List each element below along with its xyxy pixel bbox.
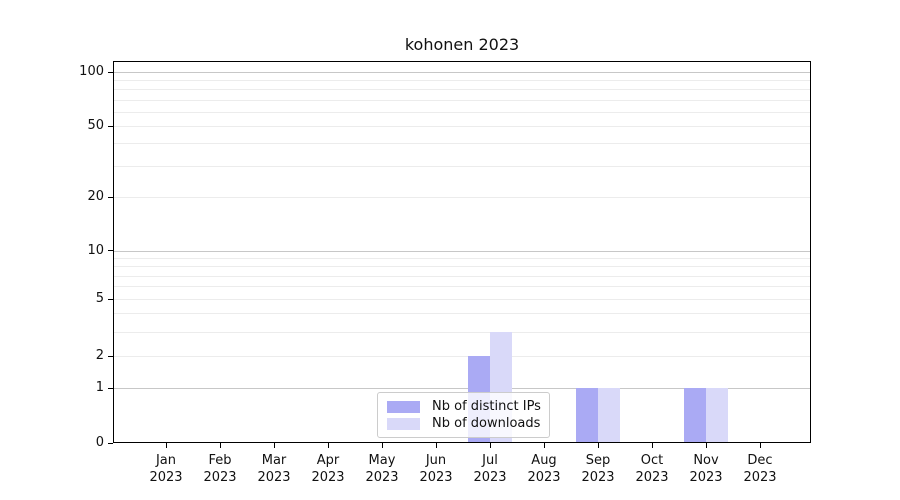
bar-distinct-ips-sep	[576, 388, 598, 442]
x-tick-year: 2023	[689, 469, 723, 485]
x-tick-month: Sep	[585, 453, 611, 468]
x-tick-mark-mar	[273, 443, 275, 448]
x-tick-year: 2023	[365, 469, 399, 485]
x-tick-month: Dec	[747, 453, 773, 468]
x-tick-mark-oct	[651, 443, 653, 448]
y-tick-mark-100	[108, 71, 113, 73]
x-tick-month: Feb	[208, 453, 232, 468]
x-tick-mark-jun	[435, 443, 437, 448]
plot-area	[113, 61, 811, 443]
x-tick-month: Oct	[640, 453, 664, 468]
gridline-minor-30	[114, 166, 810, 167]
gridline-minor-20	[114, 197, 810, 198]
x-tick-mark-jan	[165, 443, 167, 448]
x-tick-month: Nov	[693, 453, 719, 468]
x-tick-year: 2023	[257, 469, 291, 485]
legend: Nb of distinct IPs Nb of downloads	[377, 392, 550, 438]
x-tick-year: 2023	[419, 469, 453, 485]
y-tick-mark-20	[108, 196, 113, 198]
bar-downloads-sep	[598, 388, 620, 442]
x-tick-month: Jul	[482, 453, 498, 468]
gridline-minor-8	[114, 266, 810, 267]
gridline-minor-50	[114, 126, 810, 127]
chart-title: kohonen 2023	[404, 35, 520, 54]
x-tick-label-aug: Aug 2023	[516, 453, 572, 486]
y-tick-label-2: 2	[95, 348, 104, 363]
legend-row-distinct-ips: Nb of distinct IPs	[378, 398, 549, 415]
gridline-major-1	[114, 388, 810, 389]
x-tick-mark-dec	[759, 443, 761, 448]
x-tick-label-jun: Jun 2023	[408, 453, 464, 486]
x-tick-year: 2023	[581, 469, 615, 485]
gridline-minor-40	[114, 143, 810, 144]
gridline-major-10	[114, 250, 810, 252]
x-tick-label-oct: Oct 2023	[624, 453, 680, 486]
gridline-minor-7	[114, 276, 810, 277]
x-tick-month: Mar	[261, 453, 287, 468]
y-tick-label-20: 20	[87, 189, 104, 204]
legend-swatch-downloads	[387, 417, 420, 430]
y-tick-label-1: 1	[95, 380, 104, 395]
x-tick-year: 2023	[743, 469, 777, 485]
x-tick-mark-nov	[705, 443, 707, 448]
gridline-minor-60	[114, 112, 810, 113]
gridline-minor-80	[114, 89, 810, 90]
gridline-minor-6	[114, 286, 810, 287]
y-tick-label-5: 5	[95, 291, 104, 306]
x-tick-label-nov: Nov 2023	[678, 453, 734, 486]
gridline-minor-3	[114, 332, 810, 333]
x-tick-month: Apr	[316, 453, 340, 468]
legend-label-downloads: Nb of downloads	[432, 416, 541, 431]
x-tick-label-dec: Dec 2023	[732, 453, 788, 486]
y-tick-label-100: 100	[79, 64, 104, 79]
x-tick-year: 2023	[203, 469, 237, 485]
x-tick-mark-aug	[543, 443, 545, 448]
x-tick-month: May	[368, 453, 396, 468]
y-tick-label-50: 50	[87, 118, 104, 133]
x-tick-mark-feb	[219, 443, 221, 448]
gridline-minor-90	[114, 80, 810, 81]
x-tick-mark-sep	[597, 443, 599, 448]
x-tick-year: 2023	[473, 469, 507, 485]
x-tick-label-jan: Jan 2023	[138, 453, 194, 486]
x-tick-year: 2023	[311, 469, 345, 485]
x-tick-label-apr: Apr 2023	[300, 453, 356, 486]
legend-swatch-distinct-ips	[387, 400, 420, 413]
y-tick-mark-0	[108, 442, 113, 444]
gridline-minor-70	[114, 100, 810, 101]
y-tick-label-0: 0	[95, 435, 104, 450]
legend-row-downloads: Nb of downloads	[378, 415, 549, 432]
x-tick-mark-apr	[327, 443, 329, 448]
y-tick-label-10: 10	[87, 242, 104, 258]
gridline-minor-2	[114, 356, 810, 357]
x-tick-mark-may	[381, 443, 383, 448]
x-tick-month: Aug	[531, 453, 557, 468]
gridline-minor-5	[114, 299, 810, 300]
y-tick-mark-2	[108, 355, 113, 357]
y-tick-mark-5	[108, 298, 113, 300]
y-tick-mark-50	[108, 125, 113, 127]
x-tick-label-may: May 2023	[354, 453, 410, 486]
x-tick-year: 2023	[149, 469, 183, 485]
x-tick-year: 2023	[635, 469, 669, 485]
x-tick-year: 2023	[527, 469, 561, 485]
x-tick-label-mar: Mar 2023	[246, 453, 302, 486]
x-tick-month: Jan	[155, 453, 177, 468]
x-tick-label-sep: Sep 2023	[570, 453, 626, 486]
gridline-minor-9	[114, 258, 810, 259]
bar-distinct-ips-nov	[684, 388, 706, 442]
gridline-minor-4	[114, 313, 810, 314]
x-tick-label-jul: Jul 2023	[462, 453, 518, 486]
gridline-major-100	[114, 72, 810, 73]
y-tick-mark-1	[108, 387, 113, 389]
y-tick-mark-10	[108, 250, 113, 252]
bar-downloads-nov	[706, 388, 728, 442]
x-tick-month: Jun	[425, 453, 447, 468]
x-tick-mark-jul	[489, 443, 491, 448]
x-tick-label-feb: Feb 2023	[192, 453, 248, 486]
legend-label-distinct-ips: Nb of distinct IPs	[432, 399, 541, 414]
